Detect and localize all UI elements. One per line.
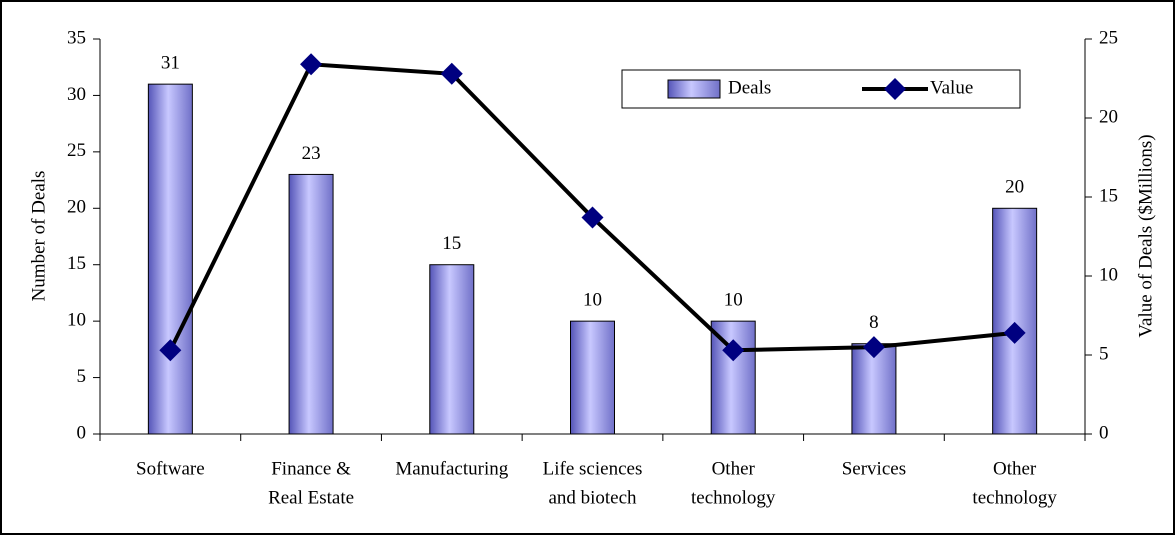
data-label: 10 — [583, 290, 602, 311]
legend-swatch — [667, 79, 721, 99]
y2-axis-title: Value of Deals ($Millions) — [1135, 134, 1156, 337]
data-label: 20 — [1005, 177, 1024, 198]
line-marker — [300, 53, 323, 76]
x-tick-label: Manufacturing — [395, 458, 508, 479]
line-marker — [581, 206, 604, 229]
x-tick-label: Finance & — [271, 458, 351, 479]
x-tick-label: Software — [136, 458, 205, 479]
legend-label: Value — [930, 77, 973, 98]
line-marker — [862, 336, 885, 359]
x-tick-label: technology — [972, 487, 1057, 508]
data-label: 10 — [724, 290, 743, 311]
y2-tick-label: 15 — [1099, 185, 1118, 206]
x-tick-label: and biotech — [548, 487, 637, 508]
x-tick-label: Other — [993, 458, 1037, 479]
x-tick-label: Services — [842, 458, 906, 479]
y-tick-label: 25 — [67, 140, 86, 161]
y-axis-title: Number of Deals — [28, 171, 49, 302]
y2-tick-label: 20 — [1099, 106, 1118, 127]
line-marker — [722, 339, 745, 362]
y2-tick-label: 25 — [1099, 27, 1118, 48]
y-tick-label: 0 — [77, 422, 87, 443]
line-marker — [1003, 321, 1026, 344]
y2-tick-label: 10 — [1099, 264, 1118, 285]
y-tick-label: 30 — [67, 84, 86, 105]
x-tick-label: technology — [691, 487, 776, 508]
bar — [429, 264, 475, 435]
x-tick-label: Other — [712, 458, 756, 479]
data-label: 8 — [869, 312, 879, 333]
x-tick-label: Real Estate — [268, 487, 354, 508]
x-tick-label: Life sciences — [543, 458, 643, 479]
y-tick-label: 15 — [67, 253, 86, 274]
y-tick-label: 35 — [67, 27, 86, 48]
bar — [288, 173, 334, 435]
bar — [851, 343, 897, 435]
bar — [570, 320, 615, 435]
legend-marker — [884, 78, 906, 100]
y2-tick-label: 0 — [1099, 422, 1109, 443]
data-label: 23 — [302, 143, 321, 164]
line-marker — [159, 339, 182, 362]
y-tick-label: 10 — [67, 310, 86, 331]
bar — [992, 207, 1038, 435]
y-tick-label: 5 — [77, 366, 87, 387]
y2-tick-label: 5 — [1099, 343, 1109, 364]
legend-label: Deals — [728, 77, 771, 98]
line-marker — [440, 62, 463, 85]
bar — [147, 83, 193, 435]
data-label: 31 — [161, 53, 180, 74]
data-label: 15 — [442, 233, 461, 254]
y-tick-label: 20 — [67, 197, 86, 218]
